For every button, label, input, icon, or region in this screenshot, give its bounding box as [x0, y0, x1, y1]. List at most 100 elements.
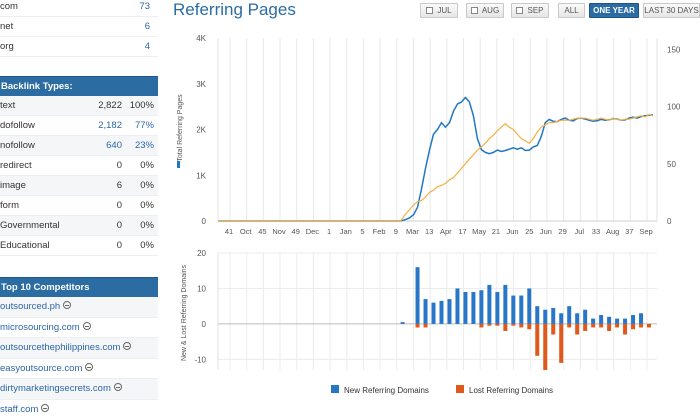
new-domains-bar [583, 309, 588, 324]
new-domains-bar [503, 284, 508, 324]
new-domains-bar [623, 318, 628, 324]
backlink-type-percent: 0% [140, 220, 154, 231]
remove-competitor-icon[interactable] [63, 301, 72, 309]
competitor-link[interactable]: outsourcethephilippines.com [0, 342, 121, 353]
competitor-link[interactable]: microsourcing.com [0, 321, 80, 333]
y-tick-label: 1K [196, 171, 206, 180]
lost-domains-bar [623, 323, 628, 335]
x-tick-label: Nov [272, 227, 286, 236]
x-tick-label: 45 [258, 227, 266, 236]
lost-domains-bar [583, 323, 588, 331]
new-domains-bar [575, 313, 580, 324]
competitor-link[interactable]: easyoutsource.com [0, 362, 83, 374]
competitor-link[interactable]: dirtymarketingsecrets.com [0, 383, 111, 394]
filter-label: LAST 30 DAYS [644, 6, 699, 15]
lost-domains-bar [495, 323, 500, 326]
backlink-type-count: 6 [116, 180, 122, 191]
new-domains-bar [599, 315, 604, 324]
x-tick-label: Apr [440, 227, 452, 236]
backlink-type-percent: 0% [140, 200, 154, 211]
backlink-type-count: 0 [116, 160, 122, 171]
new-domains-bar [479, 290, 484, 324]
tld-label: org [0, 41, 14, 52]
backlink-type-count[interactable]: 2,182 [98, 120, 122, 131]
lost-domains-bar [591, 323, 596, 328]
new-domains-bar [455, 288, 460, 324]
backlink-type-percent[interactable]: 23% [134, 140, 154, 151]
tld-label: com [0, 1, 18, 12]
remove-competitor-icon[interactable] [85, 362, 94, 371]
remove-competitor-icon[interactable] [82, 321, 91, 330]
new-domains-bar [471, 292, 476, 324]
remove-competitor-icon[interactable] [123, 342, 132, 350]
competitor-link[interactable]: staff.com [0, 403, 39, 415]
new-domains-bar [535, 306, 540, 324]
competitors-title: Top 10 Competitors [0, 277, 158, 297]
filter-button-jul[interactable]: JUL [420, 3, 458, 18]
checkbox-icon[interactable] [426, 7, 434, 14]
lost-domains-bar [503, 323, 508, 331]
new-domains-bar [607, 316, 612, 324]
y-right-tick-label: 150 [667, 45, 681, 54]
tld-row: org 4 [0, 37, 158, 57]
new-domains-bar [543, 309, 548, 324]
filter-button-sep[interactable]: SEP [511, 3, 549, 18]
backlink-type-label: image [0, 180, 26, 191]
y-tick-label: 4K [196, 34, 206, 43]
backlink-type-row: nofollow 640 23% [0, 136, 158, 156]
x-tick-label: 1 [327, 227, 331, 236]
lost-domains-bar [607, 323, 612, 331]
backlink-type-percent[interactable]: 77% [134, 120, 154, 131]
filter-button-one-year[interactable]: ONE YEAR [589, 3, 639, 18]
remove-competitor-icon[interactable] [113, 383, 122, 391]
filter-label: ALL [564, 6, 579, 15]
competitor-item[interactable]: dirtymarketingsecrets.com [0, 379, 158, 400]
filter-button-last-30-days[interactable]: LAST 30 DAYS [643, 3, 700, 18]
competitor-item[interactable]: outsourcethephilippines.com [0, 338, 158, 359]
checkbox-icon[interactable] [470, 7, 478, 14]
filter-button-aug[interactable]: AUG [466, 3, 504, 18]
competitor-item[interactable]: easyoutsource.com [0, 359, 158, 379]
backlink-type-label: form [0, 200, 19, 211]
y-tick-label: -10 [194, 355, 206, 364]
checkbox-icon[interactable] [516, 7, 524, 14]
backlink-type-percent: 100% [129, 100, 154, 111]
x-tick-label: Jan [340, 227, 352, 236]
competitor-link[interactable]: outsourced.ph [0, 301, 61, 312]
page-title: Referring Pages [173, 0, 296, 19]
backlink-type-row: text 2,822 100% [0, 96, 158, 116]
tld-count[interactable]: 73 [139, 1, 150, 12]
total-referring-pages-chart: 0 1K 2K 3K 4K 0 50 100 150 Total Referring Pages 4… [177, 34, 681, 236]
tld-count[interactable]: 6 [144, 21, 150, 32]
backlink-type-label: nofollow [0, 140, 35, 151]
backlink-type-label: dofollow [0, 120, 35, 131]
x-tick-label: Jun [540, 227, 552, 236]
new-domains-bar [559, 313, 564, 324]
competitor-item[interactable]: staff.com [0, 400, 158, 416]
backlink-type-row: image 6 0% [0, 176, 158, 196]
y-tick-label: 0 [202, 217, 207, 226]
x-tick-label: Oct [240, 227, 253, 236]
new-domains-bar [631, 315, 636, 324]
backlink-type-percent: 0% [140, 160, 154, 171]
filter-button-all[interactable]: ALL [558, 3, 585, 18]
legend-new-label: New Referring Domains [344, 386, 429, 395]
x-tick-label: Dec [306, 227, 320, 236]
y-tick-label: 3K [196, 80, 206, 89]
y-right-tick-label: 50 [667, 160, 676, 169]
y-axis-label: Total Referring Pages [177, 94, 184, 162]
competitor-item[interactable]: microsourcing.com [0, 318, 158, 338]
new-domains-bar [551, 307, 556, 324]
x-tick-label: Sep [639, 227, 652, 236]
backlink-types-panel: Backlink Types: text 2,822 100% dofollow 2,1… [0, 76, 158, 256]
remove-competitor-icon[interactable] [41, 403, 50, 412]
x-tick-label: 41 [225, 227, 233, 236]
x-tick-label: 29 [558, 227, 566, 236]
x-tick-label: Feb [373, 227, 386, 236]
backlink-type-count[interactable]: 640 [106, 140, 122, 151]
competitor-item[interactable]: outsourced.ph [0, 297, 158, 318]
backlink-type-count: 0 [116, 240, 122, 251]
tld-count[interactable]: 4 [144, 41, 150, 52]
lost-domains-bar [599, 323, 604, 328]
lost-domains-bar [559, 323, 564, 363]
